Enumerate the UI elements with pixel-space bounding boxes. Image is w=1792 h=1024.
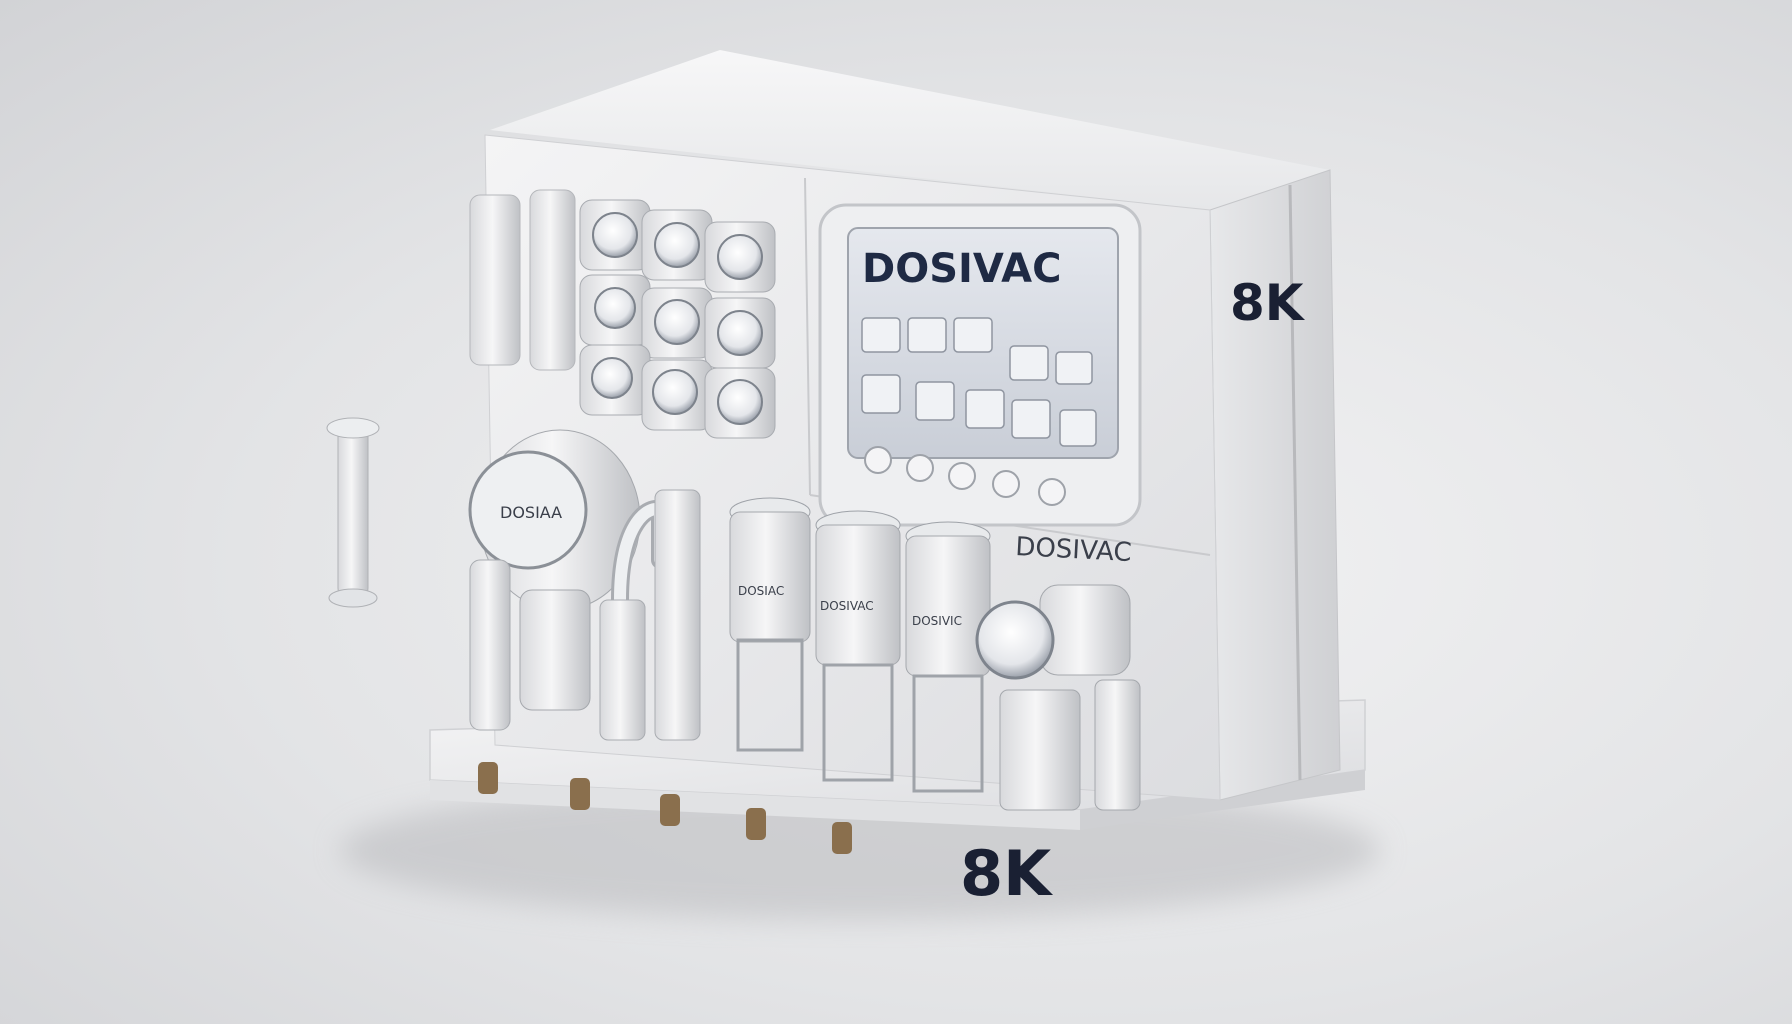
panel-button[interactable] [992, 470, 1020, 498]
main-pump: DOSIAA [468, 429, 641, 711]
panel-button[interactable] [1038, 478, 1066, 506]
gauge [579, 199, 651, 271]
gauge [704, 297, 776, 369]
canister-label: DOSIVAC [820, 599, 874, 613]
vent-slot [832, 822, 852, 854]
panel-buttons [864, 446, 1066, 506]
pump-label: DOSIAA [500, 503, 562, 522]
vent-slot [746, 808, 766, 840]
canister-label: DOSIVIC [912, 614, 962, 628]
detached-pipe [326, 417, 380, 608]
control-panel: DOSIVAC [818, 203, 1142, 527]
canister: DOSIVIC [905, 521, 991, 793]
panel-button[interactable] [906, 454, 934, 482]
gauge-cluster [469, 189, 776, 439]
side-valve [975, 584, 1141, 811]
gauge [579, 274, 651, 346]
cabinet-top [490, 50, 1330, 210]
gauge [579, 344, 651, 416]
canister: DOSIVAC [815, 510, 901, 782]
vent-slot [570, 778, 590, 810]
screen-brand-label: DOSIVAC [862, 246, 1061, 292]
screen-tile-grid [861, 317, 1097, 447]
panel-brand-label: DOSIVAC [1015, 532, 1133, 568]
vent-slot [478, 762, 498, 794]
front-badge-8k: 8K [960, 837, 1053, 910]
canister: DOSIAC [729, 497, 811, 752]
gauge [641, 359, 713, 431]
gauge [704, 367, 776, 439]
gauge [704, 221, 776, 293]
pipework [469, 489, 701, 741]
gauge [641, 287, 713, 359]
panel-button[interactable] [948, 462, 976, 490]
side-badge-8k: 8K [1230, 274, 1306, 332]
vent-slot [660, 794, 680, 826]
cabinet-side [1209, 169, 1341, 801]
valve-gauge [975, 600, 1055, 680]
panel-button[interactable] [864, 446, 892, 474]
canister-label: DOSIAC [738, 584, 784, 598]
gauge [641, 209, 713, 281]
